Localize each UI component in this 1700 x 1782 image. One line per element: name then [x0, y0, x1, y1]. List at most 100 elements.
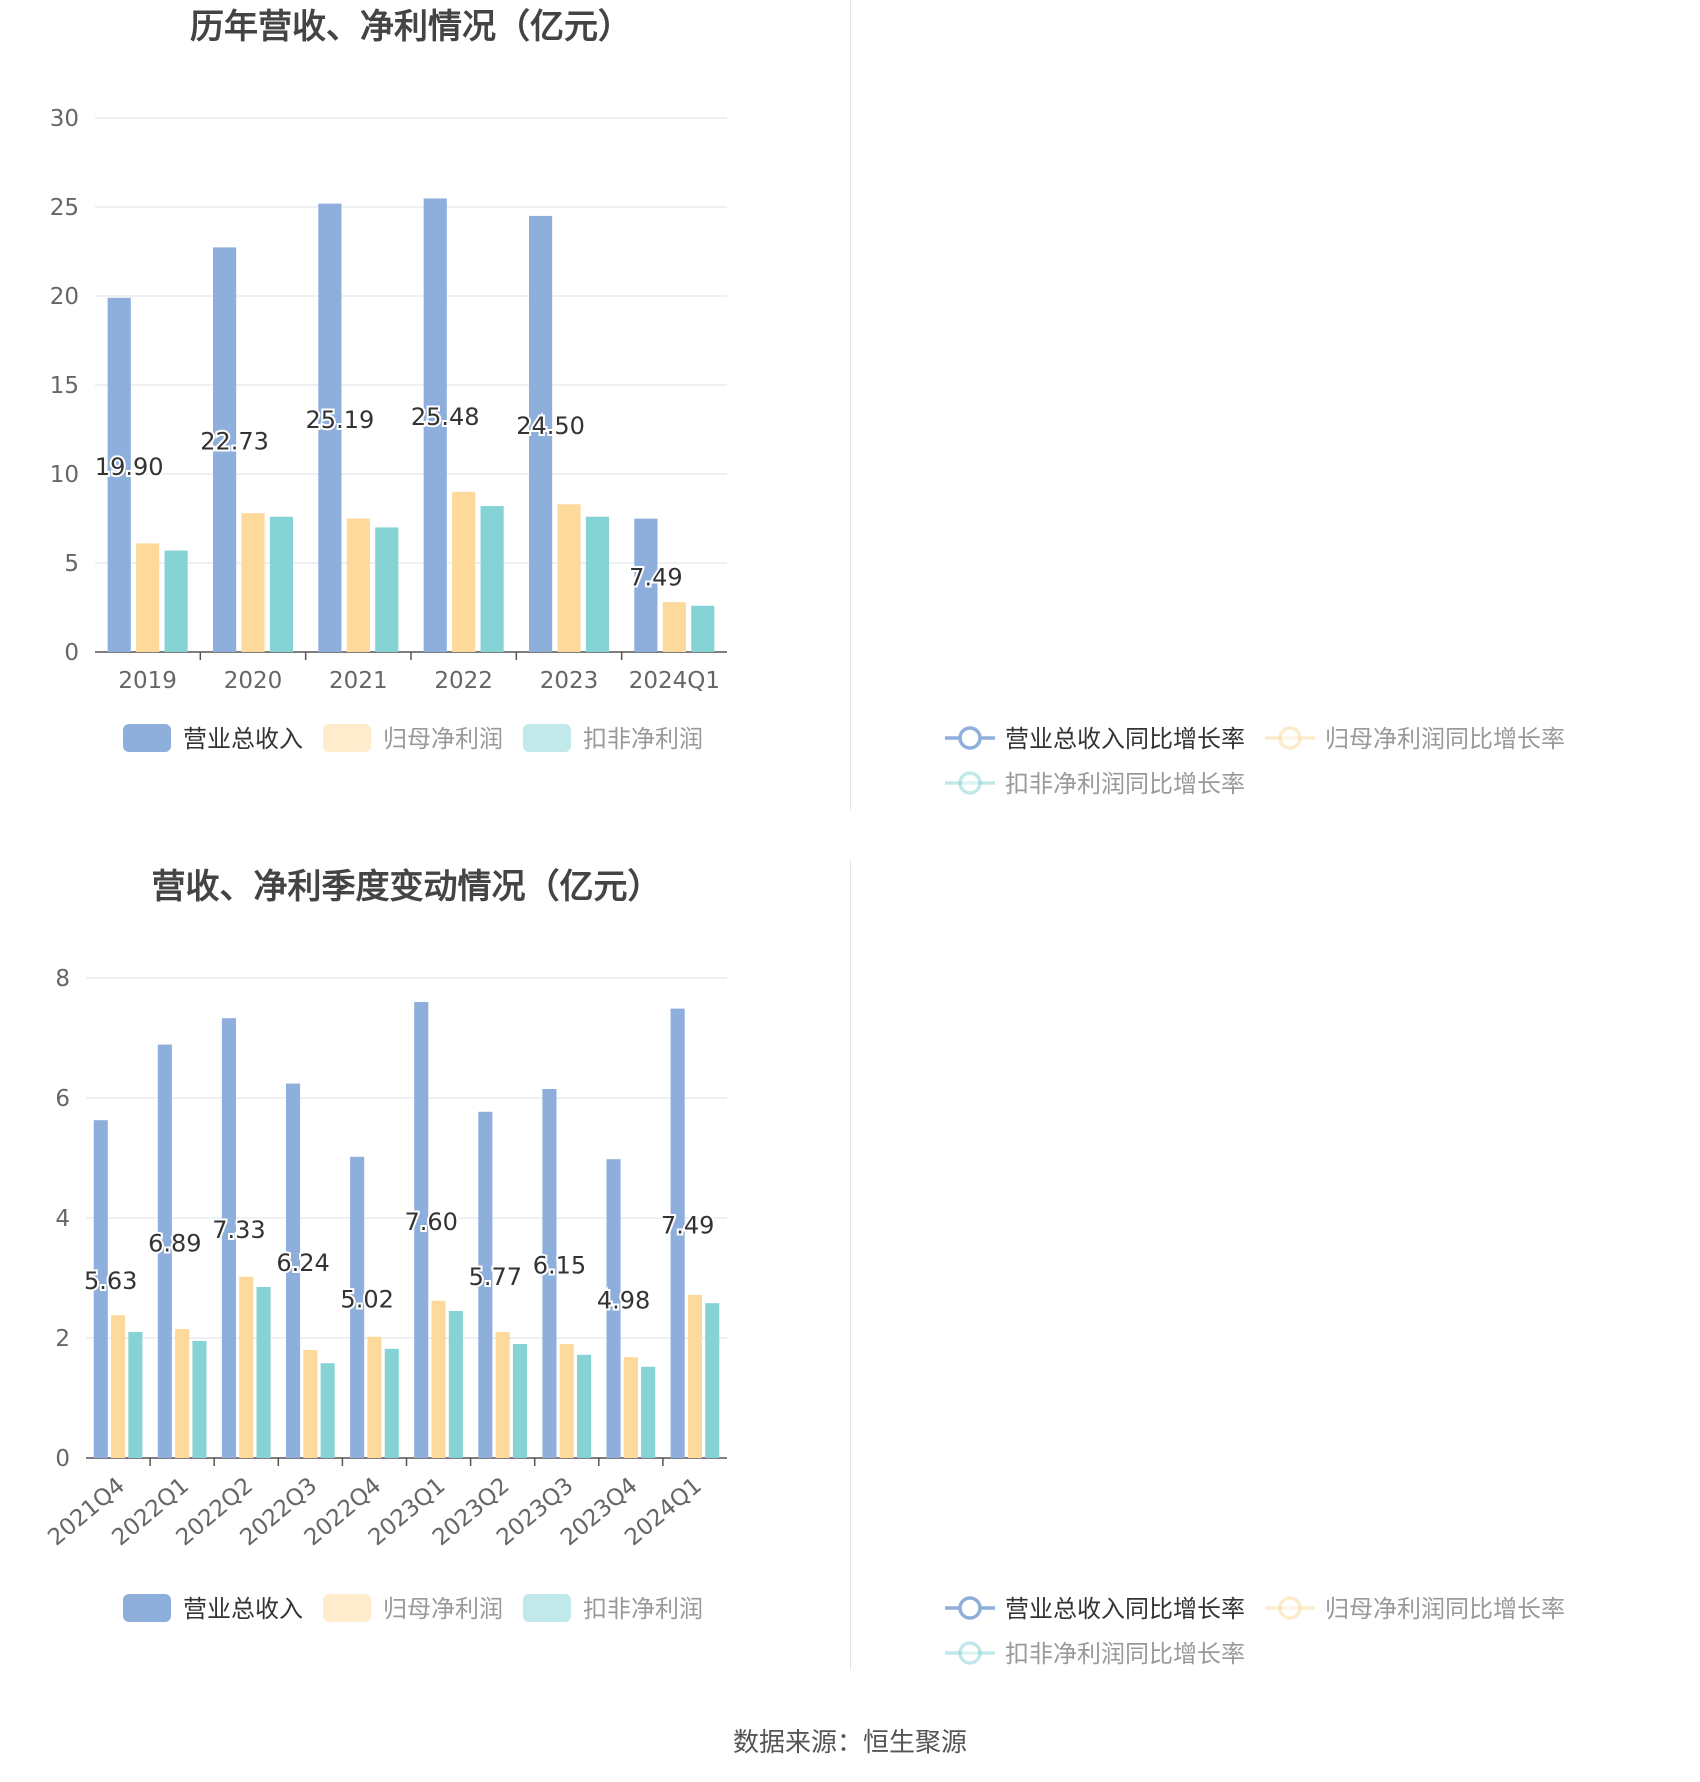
y-tick-label: 30: [50, 106, 79, 132]
legend-marker: [958, 771, 982, 795]
bar-扣非净利润: [384, 1348, 399, 1458]
legend-marker: [958, 726, 982, 750]
bar-营业总收入: [93, 1120, 108, 1458]
data-label: 25.19: [306, 406, 375, 434]
bar-扣非净利润: [641, 1366, 656, 1458]
bar-归母净利润: [367, 1336, 382, 1458]
bar-营业总收入: [212, 247, 237, 652]
bar-扣非净利润: [164, 550, 188, 652]
bar-扣非净利润: [577, 1354, 592, 1458]
legend-label: 营业总收入: [183, 725, 303, 753]
bar-归母净利润: [136, 543, 160, 652]
bar-归母净利润: [239, 1276, 254, 1458]
data-label: 6.89: [148, 1229, 201, 1257]
y-tick-label: 0: [55, 1446, 70, 1472]
data-label: 6.24: [276, 1249, 329, 1277]
data-label: 6.15: [533, 1252, 586, 1280]
legend-label: 扣非净利润同比增长率: [1005, 770, 1245, 798]
legend-swatch: [523, 1594, 571, 1622]
chart-title: 营收、净利季度变动情况（亿元）: [152, 867, 662, 907]
data-label: 5.63: [84, 1267, 137, 1295]
annual-growth-rate-line-chart: 历年营收、净利同比增长率情况（%）-20-1001020304020192020…: [945, 725, 1565, 798]
legend-swatch: [123, 724, 171, 752]
bar-归母净利润: [346, 518, 370, 652]
x-tick-label: 2023: [540, 668, 599, 694]
bar-归母净利润: [559, 1344, 574, 1458]
bar-归母净利润: [623, 1357, 638, 1458]
bar-营业总收入: [221, 1018, 236, 1458]
vertical-divider-bottom: [850, 860, 851, 1670]
data-label: 5.77: [469, 1263, 522, 1291]
bar-营业总收入: [542, 1089, 557, 1458]
bar-扣非净利润: [192, 1341, 207, 1458]
bar-营业总收入: [423, 198, 447, 652]
bar-扣非净利润: [448, 1311, 463, 1458]
bar-扣非净利润: [480, 506, 504, 652]
data-source: 数据来源：恒生聚源: [732, 1728, 967, 1758]
bar-扣非净利润: [691, 605, 715, 652]
bar-营业总收入: [350, 1156, 365, 1458]
bar-营业总收入: [414, 1002, 429, 1458]
vertical-divider-top: [850, 0, 851, 810]
y-tick-label: 6: [55, 1086, 70, 1112]
bar-营业总收入: [634, 518, 658, 652]
data-label: 7.33: [212, 1216, 265, 1244]
bar-归母净利润: [175, 1329, 190, 1458]
bar-归母净利润: [241, 513, 265, 652]
bar-营业总收入: [285, 1083, 301, 1458]
data-label: 19.90: [95, 453, 164, 481]
legend-label: 营业总收入: [183, 1595, 303, 1623]
legend-marker: [958, 1641, 982, 1665]
bar-扣非净利润: [585, 516, 610, 652]
legend-label: 营业总收入同比增长率: [1005, 725, 1245, 753]
y-tick-label: 20: [50, 284, 79, 310]
y-tick-label: 4: [55, 1206, 70, 1232]
x-tick-label: 2021: [329, 668, 388, 694]
legend-swatch: [323, 1594, 371, 1622]
bar-营业总收入: [528, 215, 553, 652]
bar-营业总收入: [318, 203, 342, 653]
legend-swatch: [323, 724, 371, 752]
legend-label: 归母净利润: [383, 1595, 503, 1623]
annual-revenue-profit-bar-chart: 历年营收、净利情况（亿元） 0 5 10 15 20 25 30 2019 2020 2021 202…: [50, 7, 727, 753]
data-label: 24.50: [516, 412, 585, 440]
quarterly-growth-rate-line-chart: 营收、净利同比增长率季度变动情况（%）-40-200204060802021Q4…: [945, 1595, 1565, 1668]
data-label: 7.49: [629, 563, 682, 591]
data-label: 5.02: [340, 1285, 393, 1313]
bar-营业总收入: [670, 1008, 685, 1458]
legend-marker: [1278, 1596, 1302, 1620]
data-label: 4.98: [597, 1287, 650, 1315]
bar-归母净利润: [557, 504, 581, 652]
data-label: 7.60: [405, 1208, 458, 1236]
bar-归母净利润: [452, 491, 476, 652]
x-tick-label: 2020: [224, 668, 283, 694]
bar-扣非净利润: [320, 1363, 335, 1458]
bar-归母净利润: [495, 1332, 510, 1458]
y-tick-label: 25: [50, 195, 79, 221]
bar-归母净利润: [110, 1315, 126, 1458]
y-tick-label: 2: [55, 1326, 70, 1352]
data-label: 7.49: [661, 1211, 714, 1239]
legend-label: 归母净利润同比增长率: [1325, 725, 1565, 753]
y-tick-label: 8: [55, 966, 70, 992]
bar-归母净利润: [431, 1300, 446, 1458]
chart-title: 历年营收、净利情况（亿元）: [190, 7, 632, 47]
x-tick-label: 2022: [434, 668, 493, 694]
data-label: 22.73: [200, 428, 269, 456]
legend-marker: [958, 1596, 982, 1620]
legend-label: 扣非净利润: [583, 1595, 703, 1623]
y-tick-label: 5: [64, 551, 79, 577]
y-tick-label: 15: [50, 373, 79, 399]
y-tick-label: 10: [50, 462, 79, 488]
x-tick-label: 2024Q1: [629, 668, 720, 694]
bar-营业总收入: [107, 297, 131, 652]
bar-扣非净利润: [705, 1303, 720, 1458]
bar-归母净利润: [303, 1350, 318, 1458]
legend-label: 扣非净利润: [583, 725, 703, 753]
bar-扣非净利润: [512, 1344, 528, 1458]
legend-label: 营业总收入同比增长率: [1005, 1595, 1245, 1623]
legend-label: 扣非净利润同比增长率: [1005, 1640, 1245, 1668]
legend-marker: [1278, 726, 1302, 750]
bar-营业总收入: [606, 1159, 621, 1458]
legend-label: 归母净利润: [383, 725, 503, 753]
